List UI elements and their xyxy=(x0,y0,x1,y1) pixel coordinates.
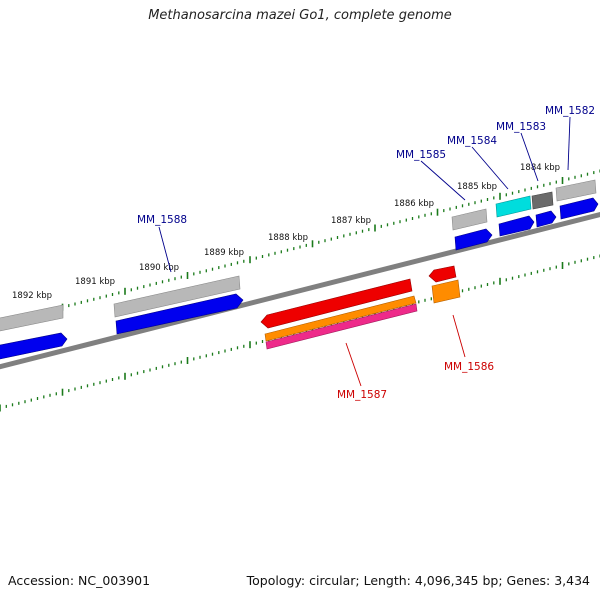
gene-label-mm1588[interactable]: MM_1588 xyxy=(137,214,187,226)
tick-label-1886: 1886 kbp xyxy=(394,199,434,209)
gene-gray-left xyxy=(0,304,64,332)
leader-mm1588 xyxy=(158,226,172,273)
gene-label-mm1583[interactable]: MM_1583 xyxy=(496,121,546,133)
gene-blue-mm1583 xyxy=(535,210,557,228)
leader-mm1583 xyxy=(520,132,539,182)
gene-blue-mm1582 xyxy=(559,197,599,220)
genome-summary-text: Topology: circular; Length: 4,096,345 bp… xyxy=(246,573,590,588)
accession-text: Accession: NC_003901 xyxy=(8,573,151,588)
gene-blue-left xyxy=(0,332,68,360)
leader-mm1586 xyxy=(452,314,466,358)
gene-gray-mm1582 xyxy=(555,179,597,202)
tick-label-1892: 1892 kbp xyxy=(12,291,52,301)
gene-blue-mm1585 xyxy=(454,228,493,251)
gene-gray-mm1588 xyxy=(113,275,241,318)
gene-pink-mm1587 xyxy=(265,303,418,350)
gene-label-mm1582[interactable]: MM_1582 xyxy=(545,105,595,117)
map-title: Methanosarcina mazei Go1, complete genom… xyxy=(148,8,452,23)
gene-label-mm1584[interactable]: MM_1584 xyxy=(447,135,497,147)
leader-mm1585 xyxy=(420,160,466,201)
gene-labels: MM_1588 MM_1585 MM_1584 MM_1583 MM_1582 … xyxy=(137,105,595,401)
genome-backbone xyxy=(0,211,600,370)
reverse-genes xyxy=(260,265,461,350)
label-leaders xyxy=(158,116,571,387)
gene-label-mm1586[interactable]: MM_1586 xyxy=(444,361,494,373)
tick-label-1884: 1884 kbp xyxy=(520,163,560,173)
gene-red-mm1587 xyxy=(260,278,413,329)
tick-label-1890: 1890 kbp xyxy=(139,263,179,273)
tick-label-1887: 1887 kbp xyxy=(331,216,371,226)
gene-orange-mm1587 xyxy=(264,295,417,342)
gene-gray-mm1585 xyxy=(451,208,488,231)
gene-label-mm1587[interactable]: MM_1587 xyxy=(337,389,387,401)
leader-mm1584 xyxy=(471,146,509,190)
tick-track-upper xyxy=(0,169,600,327)
gene-dark-mm1583 xyxy=(531,191,554,210)
gene-blue-mm1588 xyxy=(115,293,244,335)
forward-genes xyxy=(0,197,599,360)
tick-label-1889: 1889 kbp xyxy=(204,248,244,258)
gene-red-mm1586 xyxy=(428,265,457,283)
kbp-tick-labels: 1892 kbp 1891 kbp 1890 kbp 1889 kbp 1888… xyxy=(12,163,560,301)
tick-label-1885: 1885 kbp xyxy=(457,182,497,192)
gene-cyan-mm1584 xyxy=(495,195,532,218)
tick-label-1891: 1891 kbp xyxy=(75,277,115,287)
gene-orange-mm1586 xyxy=(431,279,461,304)
gene-label-mm1585[interactable]: MM_1585 xyxy=(396,149,446,161)
tick-label-1888: 1888 kbp xyxy=(268,233,308,243)
leader-mm1582 xyxy=(567,116,571,171)
leader-mm1587 xyxy=(345,342,362,387)
gene-blue-mm1584 xyxy=(498,215,535,237)
upper-gray-genes xyxy=(0,179,597,332)
